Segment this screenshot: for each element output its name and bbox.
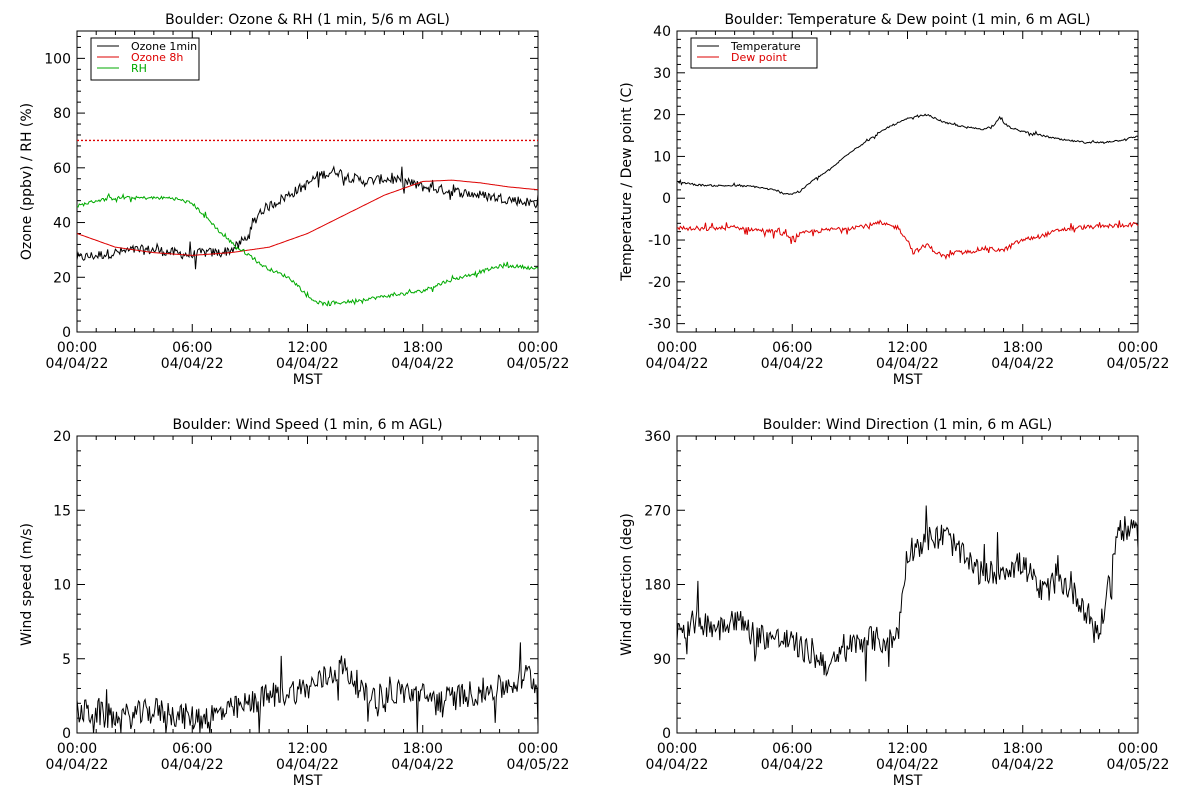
x-tick-label-time: 00:00 (518, 741, 558, 757)
y-tick-label: 180 (644, 578, 671, 594)
x-tick-label-time: 00:00 (1118, 340, 1158, 356)
y-axis-label: Temperature / Dew point (C) (619, 82, 635, 281)
legend-label: Ozone 1min (131, 40, 197, 53)
y-tick-label: 40 (653, 24, 671, 40)
x-tick-label-time: 18:00 (403, 741, 443, 757)
chart-title: Boulder: Wind Speed (1 min, 6 m AGL) (172, 417, 442, 433)
series-line-wind_dir (676, 505, 1139, 682)
chart-wind_dir: Boulder: Wind Direction (1 min, 6 m AGL)… (619, 417, 1169, 789)
legend (90, 37, 200, 81)
x-tick-label-date: 04/04/22 (646, 757, 709, 773)
x-tick-label-date: 04/04/22 (761, 757, 824, 773)
x-tick-label-time: 18:00 (1003, 340, 1043, 356)
x-tick-label-time: 06:00 (172, 741, 212, 757)
y-tick-label: 0 (62, 726, 71, 742)
x-tick-label-time: 12:00 (287, 340, 327, 356)
x-tick-label-date: 04/04/22 (391, 757, 454, 773)
y-tick-label: 5 (62, 652, 71, 668)
plot-frame (676, 435, 1139, 734)
y-tick-label: 270 (644, 503, 671, 519)
y-tick-label: -30 (648, 317, 671, 333)
x-tick-label-date: 04/04/22 (46, 757, 109, 773)
y-tick-label: -20 (648, 275, 671, 291)
chart-title: Boulder: Wind Direction (1 min, 6 m AGL) (763, 417, 1052, 433)
series-line-wind_speed (76, 642, 539, 734)
x-tick-label-time: 00:00 (657, 741, 697, 757)
y-tick-label: -10 (648, 233, 671, 249)
x-tick-label-date: 04/04/22 (761, 356, 824, 372)
x-tick-label-date: 04/05/22 (1107, 757, 1170, 773)
x-tick-label-time: 12:00 (887, 741, 927, 757)
x-tick-label-date: 04/04/22 (276, 757, 339, 773)
legend (690, 37, 818, 69)
x-axis-label: MST (893, 773, 923, 789)
y-tick-label: 10 (653, 149, 671, 165)
x-tick-label-time: 06:00 (772, 340, 812, 356)
x-tick-label-time: 00:00 (518, 340, 558, 356)
x-tick-label-date: 04/04/22 (876, 356, 939, 372)
x-tick-label-date: 04/04/22 (991, 356, 1054, 372)
x-tick-label-date: 04/05/22 (1107, 356, 1170, 372)
x-axis-label: MST (293, 773, 323, 789)
series-line-temperature (676, 113, 1139, 195)
legend-label: Temperature (730, 40, 801, 53)
x-tick-label-date: 04/04/22 (391, 356, 454, 372)
y-tick-label: 20 (53, 270, 71, 286)
y-tick-label: 40 (53, 216, 71, 232)
x-tick-label-date: 04/04/22 (46, 356, 109, 372)
x-tick-label-date: 04/04/22 (991, 757, 1054, 773)
x-tick-label-time: 06:00 (772, 741, 812, 757)
y-tick-label: 20 (653, 108, 671, 124)
chart-wind_speed: Boulder: Wind Speed (1 min, 6 m AGL) Wind… (19, 417, 569, 789)
x-tick-label-date: 04/04/22 (161, 757, 224, 773)
legend-label: Ozone 8h (131, 51, 183, 64)
y-tick-label: 90 (653, 652, 671, 668)
chart-temp_dew: Boulder: Temperature & Dew point (1 min,… (619, 12, 1169, 388)
y-tick-label: 100 (44, 51, 71, 67)
series-line-rh (76, 192, 539, 307)
x-tick-label-time: 00:00 (1118, 741, 1158, 757)
y-axis-label: Ozone (ppbv) / RH (%) (19, 103, 35, 260)
legend-label: RH (131, 62, 147, 75)
series-line-dew-point (676, 219, 1139, 260)
chart-title: Boulder: Temperature & Dew point (1 min,… (724, 12, 1090, 28)
x-axis-label: MST (293, 372, 323, 388)
x-tick-label-date: 04/04/22 (276, 356, 339, 372)
x-tick-label-time: 00:00 (57, 741, 97, 757)
y-tick-label: 0 (662, 191, 671, 207)
y-tick-label: 60 (53, 161, 71, 177)
legend-label: Dew point (731, 51, 787, 64)
y-tick-label: 0 (662, 726, 671, 742)
y-tick-label: 360 (644, 429, 671, 445)
y-tick-label: 15 (53, 503, 71, 519)
x-tick-label-time: 12:00 (287, 741, 327, 757)
x-tick-label-time: 18:00 (403, 340, 443, 356)
y-tick-label: 80 (53, 106, 71, 122)
x-tick-label-time: 00:00 (57, 340, 97, 356)
chart-title: Boulder: Ozone & RH (1 min, 5/6 m AGL) (165, 12, 450, 28)
x-tick-label-date: 04/05/22 (507, 757, 570, 773)
y-tick-label: 10 (53, 578, 71, 594)
x-tick-label-date: 04/04/22 (646, 356, 709, 372)
x-tick-label-date: 04/05/22 (507, 356, 570, 372)
x-tick-label-time: 18:00 (1003, 741, 1043, 757)
x-tick-label-time: 00:00 (657, 340, 697, 356)
chart-ozone_rh: Boulder: Ozone & RH (1 min, 5/6 m AGL) Oz… (19, 12, 569, 388)
y-tick-label: 20 (53, 429, 71, 445)
x-tick-label-time: 06:00 (172, 340, 212, 356)
y-tick-label: 0 (62, 325, 71, 341)
y-axis-label: Wind speed (m/s) (19, 523, 35, 646)
y-axis-label: Wind direction (deg) (619, 513, 635, 656)
plot-frame (676, 30, 1139, 333)
series-line-ozone-8h (76, 179, 539, 256)
x-tick-label-time: 12:00 (887, 340, 927, 356)
x-axis-label: MST (893, 372, 923, 388)
series-line-ozone-1min (76, 165, 539, 270)
y-tick-label: 30 (653, 66, 671, 82)
x-tick-label-date: 04/04/22 (876, 757, 939, 773)
x-tick-label-date: 04/04/22 (161, 356, 224, 372)
